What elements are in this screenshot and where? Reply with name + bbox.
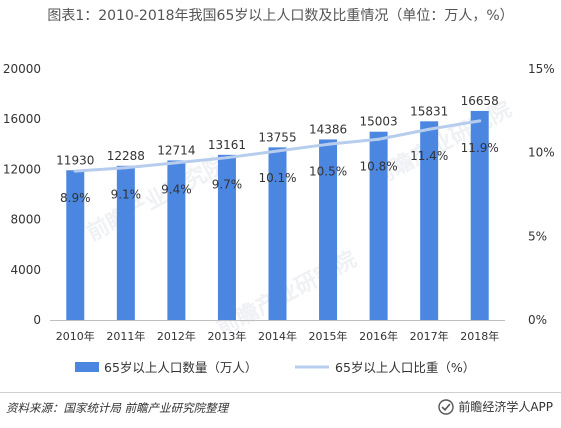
bar-series (66, 110, 489, 320)
x-tick-label: 2015年 (309, 329, 348, 343)
bar-value-label: 13161 (208, 138, 246, 152)
line-point (174, 161, 178, 165)
y-left-tick-label: 8000 (10, 213, 41, 227)
x-tick-label: 2014年 (258, 329, 297, 343)
bar-value-label: 16658 (461, 94, 499, 108)
line-value-label: 11.9% (461, 141, 499, 155)
bar (470, 110, 489, 320)
x-tick-label: 2018年 (460, 329, 499, 343)
y-right-tick-label: 10% (528, 146, 555, 160)
x-tick-label: 2011年 (106, 329, 145, 343)
bar (66, 170, 85, 320)
bar (420, 121, 439, 320)
chart-title: 图表1：2010-2018年我国65岁以上人口数及比重情况（单位：万人，%） (47, 8, 514, 24)
line-point (124, 166, 128, 170)
brand-label: 前瞻经济学人APP (458, 400, 553, 414)
line-value-label: 9.1% (111, 188, 142, 202)
data-labels: 11930 12288 12714 13161 13755 14386 15003 15831… (56, 94, 499, 205)
line-value-label: 9.4% (161, 183, 192, 197)
line-point (377, 137, 381, 141)
line-point (276, 149, 279, 153)
bar-value-label: 14386 (309, 122, 347, 136)
line-value-label: 9.7% (212, 178, 243, 192)
legend-bar-label: 65岁以上人口数量（万人） (104, 360, 257, 375)
x-tick-label: 2013年 (207, 329, 246, 343)
bar (167, 160, 186, 320)
bar (116, 165, 135, 320)
legend-bar-swatch (75, 362, 99, 372)
x-tick-label: 2010年 (56, 329, 95, 343)
bar-value-label: 13755 (258, 130, 296, 144)
source-note: 资料来源：国家统计局 前瞻产业研究院整理 (6, 401, 229, 415)
x-tick-label: 2012年 (157, 329, 196, 343)
line-point (478, 119, 482, 123)
line-value-label: 10.1% (258, 171, 296, 185)
line-value-label: 10.5% (309, 164, 347, 178)
bar-value-label: 15003 (360, 115, 398, 129)
bar (268, 147, 287, 320)
bar (217, 154, 236, 320)
bar (369, 131, 388, 320)
x-tick-label: 2016年 (359, 329, 398, 343)
bar-value-label: 12714 (157, 143, 195, 157)
line-point (225, 156, 229, 160)
bar-value-label: 11930 (56, 153, 94, 167)
y-left-tick-label: 0 (33, 313, 41, 327)
line-series (73, 119, 482, 173)
y-left-tick-label: 12000 (3, 162, 41, 176)
brand: 前瞻经济学人APP (438, 398, 553, 415)
line-value-label: 10.8% (360, 159, 398, 173)
legend-line-label: 65岁以上人口比重（%） (335, 360, 475, 375)
y-left-tick-label: 20000 (3, 62, 41, 76)
bar-value-label: 12288 (107, 149, 145, 163)
line-point (326, 142, 330, 146)
y-left-tick-label: 16000 (3, 112, 41, 126)
y-right-tick-label: 15% (528, 62, 555, 76)
y-right-tick-label: 0% (528, 313, 547, 327)
y-right-tick-label: 5% (528, 229, 547, 243)
bar-value-label: 15831 (410, 104, 448, 118)
axes: 0 4000 8000 12000 16000 20000 0% 5% 10% 15% 2010年 2… (3, 62, 555, 343)
legend: 65岁以上人口数量（万人） 65岁以上人口比重（%） (75, 360, 475, 375)
bar (319, 139, 338, 320)
line-value-label: 11.4% (410, 149, 448, 163)
x-tick-label: 2017年 (410, 329, 449, 343)
footer-divider (0, 392, 561, 393)
y-left-tick-label: 4000 (10, 263, 41, 277)
brand-logo-icon (438, 398, 455, 415)
line-point (427, 127, 431, 131)
line-point (73, 169, 77, 173)
line-value-label: 8.9% (60, 191, 91, 205)
